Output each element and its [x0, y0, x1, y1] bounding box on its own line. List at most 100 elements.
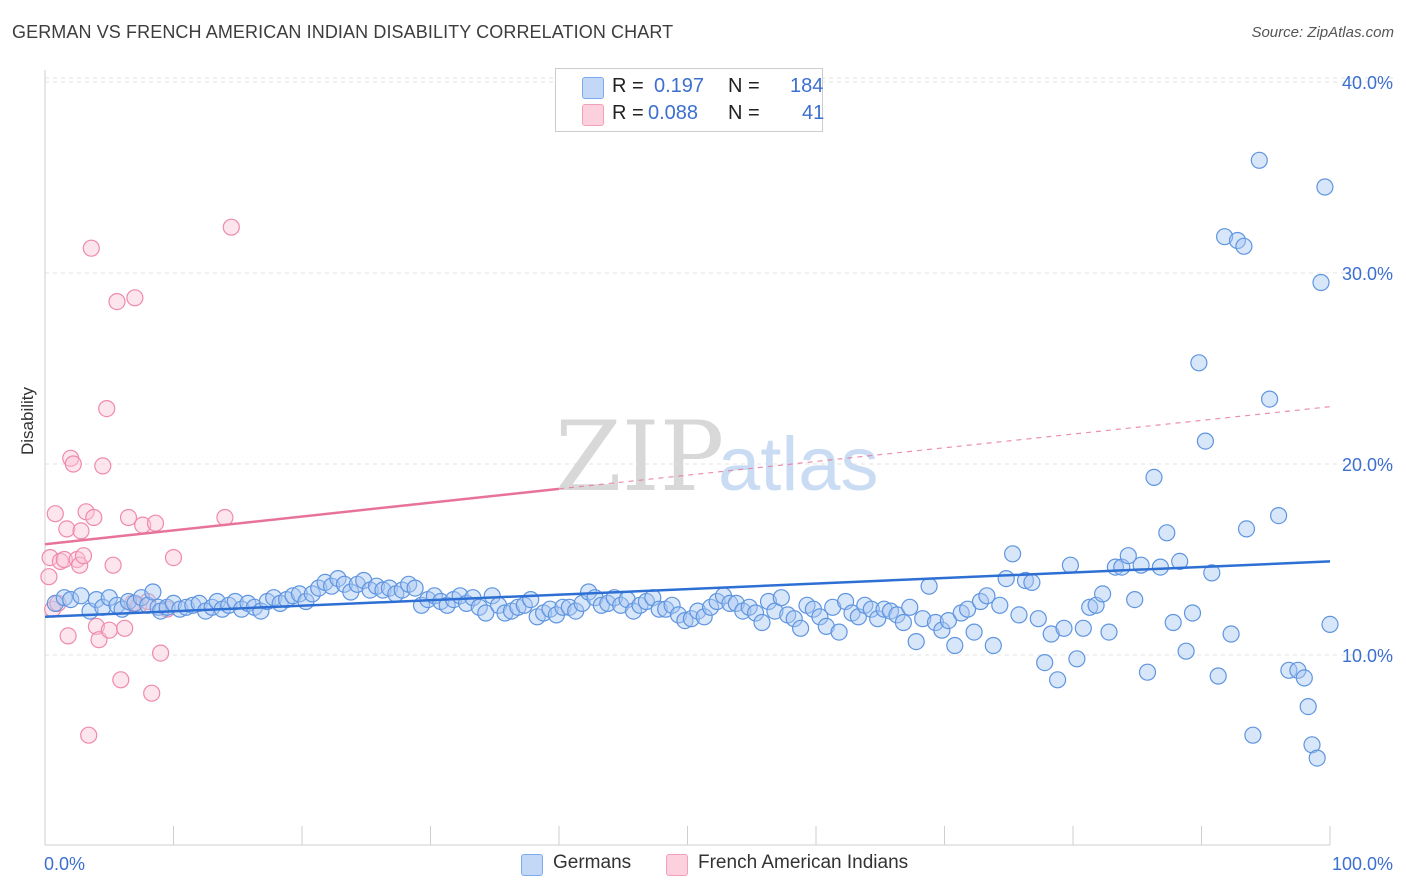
data-point [1029, 610, 1047, 628]
bottom-legend-swatch-germans [521, 854, 543, 876]
data-point [1055, 619, 1073, 637]
data-point [676, 611, 694, 630]
x-tick-label-max: 100.0% [1332, 854, 1393, 874]
data-point [1312, 273, 1330, 292]
data-point [1196, 432, 1215, 450]
data-point [85, 508, 103, 527]
data-point [64, 455, 82, 473]
legend-n-value: 41 [802, 102, 825, 124]
data-point [72, 587, 90, 605]
data-point [830, 623, 848, 641]
data-point [94, 457, 112, 475]
x-tick-label-min: 0.0% [44, 854, 85, 874]
data-point [112, 671, 130, 689]
data-point [1177, 642, 1195, 660]
data-point [1209, 667, 1227, 685]
legend-n-label: N = [728, 102, 760, 124]
data-point [303, 585, 321, 603]
data-point [1158, 524, 1176, 542]
data-point [1074, 619, 1092, 637]
data-point [146, 514, 165, 532]
data-point [946, 636, 964, 655]
bottom-legend-label-french-american-indians: French American Indians [698, 852, 909, 873]
data-point [374, 581, 392, 599]
axes [44, 70, 1331, 846]
series-french-american-indians [40, 218, 240, 744]
bottom-legend-swatch-french-american-indians [666, 854, 688, 876]
data-point [1145, 468, 1163, 486]
data-point [1183, 604, 1202, 622]
data-point [1036, 653, 1054, 672]
data-point [1151, 558, 1170, 576]
data-point [695, 608, 713, 626]
legend-n-value: 184 [790, 75, 824, 97]
data-point [894, 613, 913, 632]
data-point [1280, 661, 1298, 679]
data-point [1203, 564, 1221, 582]
data-point [791, 619, 810, 637]
legend-swatch-germans [582, 77, 604, 99]
data-point [55, 589, 73, 607]
data-point [920, 577, 938, 595]
data-point [663, 596, 681, 614]
data-point [72, 522, 90, 540]
data-point [907, 632, 925, 651]
data-point [1016, 571, 1035, 590]
data-point [554, 598, 572, 616]
data-point [1190, 354, 1208, 372]
data-point [1138, 663, 1157, 681]
data-point [1269, 506, 1288, 525]
y-tick-label: 20.0% [1342, 455, 1393, 475]
data-point [1119, 547, 1137, 565]
data-point [811, 608, 829, 626]
data-point [939, 611, 958, 630]
data-point [41, 548, 59, 567]
data-point [59, 627, 77, 645]
data-point [721, 594, 739, 613]
data-point [1244, 726, 1262, 744]
watermark-atlas: atlas [718, 422, 879, 507]
trend-line-french-american-indians [44, 487, 560, 546]
data-point [862, 600, 880, 618]
data-point [522, 590, 540, 609]
data-point [40, 568, 58, 586]
y-tick-label: 10.0% [1342, 646, 1393, 666]
data-point [701, 598, 720, 616]
data-point [1061, 556, 1080, 574]
tick-labels: 10.0% 20.0% 30.0% 40.0% 0.0% 100.0% [44, 73, 1393, 874]
data-point [98, 400, 116, 418]
data-point [1237, 520, 1256, 538]
data-point [144, 583, 162, 601]
y-tick-label: 40.0% [1342, 73, 1393, 93]
data-point [406, 579, 424, 597]
data-point [1299, 697, 1317, 716]
data-point [62, 590, 80, 609]
data-point [119, 592, 138, 611]
data-point [1048, 671, 1067, 689]
data-point [901, 598, 919, 616]
data-point [46, 505, 64, 523]
data-point [1164, 613, 1182, 632]
data-point [1235, 237, 1253, 255]
data-point [1250, 151, 1268, 169]
data-point [1003, 545, 1022, 563]
data-point [74, 547, 93, 565]
data-point [997, 569, 1015, 588]
legend-swatch-french-american-indians [582, 104, 604, 126]
data-point [1171, 552, 1189, 571]
data-point [80, 726, 98, 744]
data-point [1081, 598, 1099, 616]
data-point [1023, 573, 1041, 592]
data-point [1308, 749, 1326, 767]
data-point [477, 604, 495, 622]
data-point [1260, 390, 1279, 408]
trend-line-germans [44, 560, 1331, 619]
data-point [119, 508, 138, 527]
data-point [1126, 590, 1144, 609]
data-point [71, 556, 89, 574]
data-point [483, 587, 501, 605]
data-point [1222, 625, 1240, 643]
y-axis-label: Disability [18, 386, 37, 455]
data-point [1010, 606, 1028, 624]
